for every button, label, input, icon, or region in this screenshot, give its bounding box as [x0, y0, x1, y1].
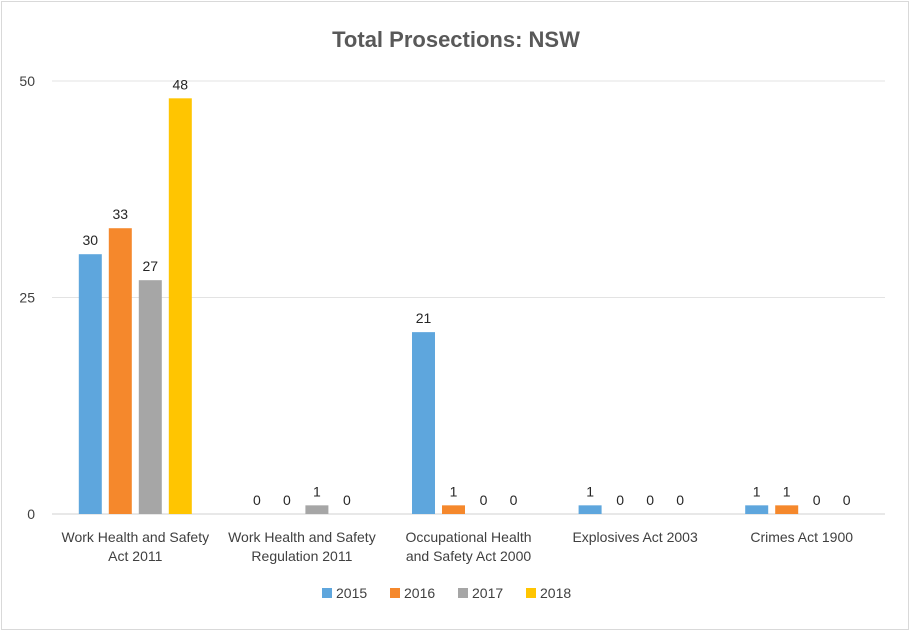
legend-item-2015: 2015 — [322, 585, 367, 601]
data-label: 1 — [586, 483, 594, 499]
bars — [78, 98, 799, 514]
legend-swatch — [390, 588, 400, 598]
legend-item-2016: 2016 — [390, 585, 435, 601]
bar-2016 — [775, 505, 799, 514]
legend: 2015 2016 2017 2018 — [322, 585, 571, 601]
data-label: 30 — [83, 232, 99, 248]
data-label: 1 — [753, 483, 761, 499]
legend-label: 2018 — [540, 585, 571, 601]
data-label: 21 — [416, 310, 432, 326]
data-label: 1 — [450, 483, 458, 499]
data-label: 0 — [510, 492, 518, 508]
legend-swatch — [458, 588, 468, 598]
legend-label: 2017 — [472, 585, 503, 601]
legend-item-2017: 2017 — [458, 585, 503, 601]
bar-2015 — [78, 254, 102, 514]
x-axis-labels: Work Health and Safety Act 2011 Work Healt… — [61, 529, 853, 564]
bar-2017 — [305, 505, 329, 514]
data-label: 48 — [173, 76, 189, 92]
legend-swatch — [322, 588, 332, 598]
legend-label: 2016 — [404, 585, 435, 601]
data-label: 0 — [616, 492, 624, 508]
data-label: 1 — [783, 483, 791, 499]
data-label: 1 — [313, 483, 321, 499]
x-tick-label: Occupational Health — [405, 529, 531, 545]
bar-2015 — [412, 332, 435, 514]
bar-2018 — [168, 98, 192, 514]
bar-2016 — [108, 228, 132, 514]
data-label: 0 — [676, 492, 684, 508]
x-tick-label: Act 2011 — [108, 548, 162, 564]
x-tick-label: Crimes Act 1900 — [750, 529, 853, 545]
x-tick-label: and Safety Act 2000 — [406, 548, 532, 564]
data-label: 0 — [253, 492, 261, 508]
bar-2015 — [745, 505, 769, 514]
y-tick-label: 0 — [27, 506, 35, 522]
bar-2015 — [578, 505, 602, 514]
data-label: 0 — [843, 492, 851, 508]
legend-swatch — [526, 588, 536, 598]
data-labels: 30 33 27 48 0 0 1 0 21 1 0 0 1 0 0 0 1 1 0 0 — [83, 76, 851, 508]
data-label: 0 — [813, 492, 821, 508]
data-label: 0 — [343, 492, 351, 508]
y-tick-label: 50 — [19, 73, 35, 89]
x-tick-label: Explosives Act 2003 — [572, 529, 698, 545]
bar-2016 — [442, 505, 465, 514]
bar-2017 — [138, 280, 162, 514]
x-tick-label: Work Health and Safety — [228, 529, 376, 545]
chart-title: Total Prosections: NSW — [332, 27, 580, 52]
data-label: 0 — [646, 492, 654, 508]
data-label: 33 — [113, 206, 129, 222]
data-label: 0 — [480, 492, 488, 508]
x-tick-label: Work Health and Safety — [61, 529, 209, 545]
data-label: 0 — [283, 492, 291, 508]
y-tick-label: 25 — [19, 290, 35, 306]
data-label: 27 — [143, 258, 159, 274]
y-axis-ticks: 0 25 50 — [19, 73, 35, 522]
x-tick-label: Regulation 2011 — [251, 548, 352, 564]
legend-label: 2015 — [336, 585, 367, 601]
legend-item-2018: 2018 — [526, 585, 571, 601]
